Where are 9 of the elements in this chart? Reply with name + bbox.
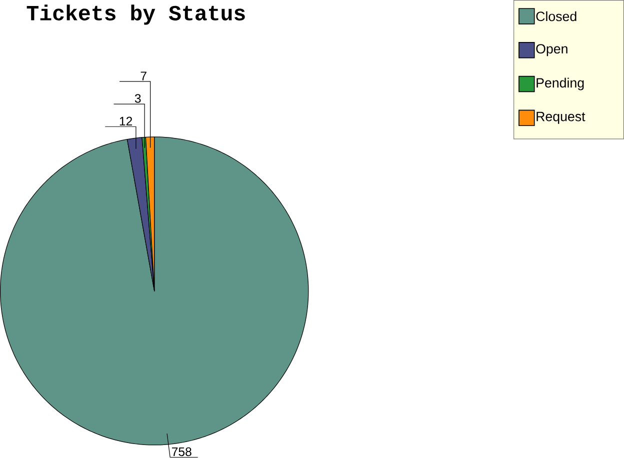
data-label: 758 — [172, 448, 192, 456]
legend-label: Pending — [536, 78, 584, 90]
legend-label: Request — [536, 112, 586, 124]
legend-label: Open — [536, 44, 568, 56]
data-label: 12 — [120, 116, 132, 126]
data-label: 3 — [134, 94, 141, 103]
data-label: 7 — [140, 72, 146, 80]
chart-title: Tickets by Status — [26, 4, 245, 25]
legend-label: Closed — [536, 12, 576, 22]
